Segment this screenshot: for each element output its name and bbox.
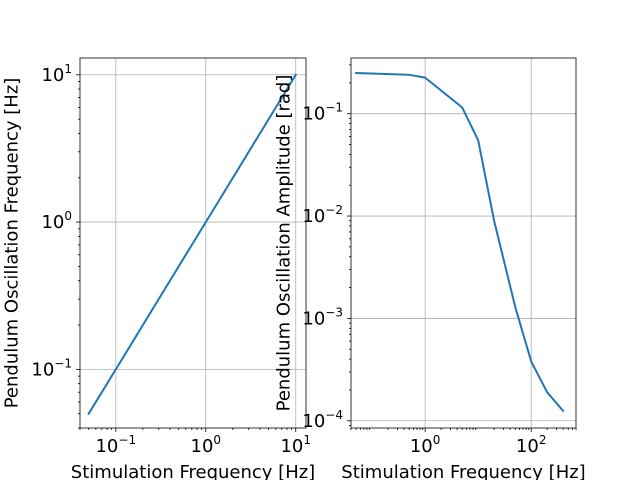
right-y-tick-label: 10−1 — [302, 101, 343, 125]
right-plot-amplitude: 100 102 10−4 10−3 10−2 10−1 Stimulation Frequ… — [274, 57, 586, 480]
right-y-tick-label: 10−3 — [302, 305, 343, 329]
left-x-tick-label: 10−1 — [95, 433, 136, 457]
right-y-axis-label: Pendulum Oscillation Amplitude [rad] — [274, 75, 295, 412]
left-x-tick-label: 100 — [191, 433, 222, 457]
right-y-tick-label: 10−2 — [302, 203, 343, 227]
right-x-tick-label: 100 — [410, 433, 441, 457]
left-y-tick-label: 100 — [41, 209, 72, 233]
left-plot-frequency: 10−1 100 101 10−1 100 101 Stimulation Frequen… — [2, 57, 315, 480]
right-x-axis-label: Stimulation Frequency [Hz] — [341, 462, 585, 480]
left-plot-area — [79, 57, 307, 429]
right-series-line — [355, 71, 565, 413]
left-series-line — [87, 73, 298, 416]
left-y-tick-label: 101 — [41, 62, 72, 86]
right-y-tick-label: 10−4 — [302, 408, 343, 432]
left-x-axis-label: Stimulation Frequency [Hz] — [71, 462, 315, 480]
right-plot-area — [350, 57, 577, 429]
left-y-tick-label: 10−1 — [31, 356, 72, 380]
right-x-tick-label: 102 — [516, 433, 547, 457]
left-x-tick-label: 101 — [280, 433, 311, 457]
left-y-axis-label: Pendulum Oscillation Frequency [Hz] — [2, 78, 23, 409]
